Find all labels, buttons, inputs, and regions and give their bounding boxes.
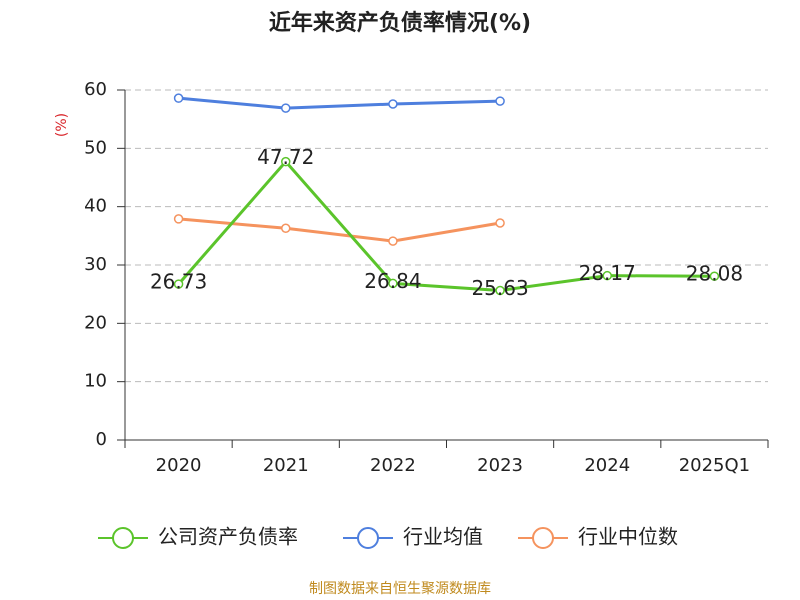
point [495,218,505,228]
x-tick-label: 2024 [584,455,630,476]
series-line [178,96,501,110]
point [173,279,184,289]
legend-label: 行业中位数 [578,525,678,549]
legend-marker [357,527,379,549]
data-label: 26.73 [150,270,207,294]
y-axis-label: (%) [54,113,70,137]
data-label: 25.63 [471,276,528,300]
y-tick-label: 20 [84,312,107,333]
y-tick-label: 50 [84,137,107,158]
series-line [177,159,715,292]
chart-title: 近年来资产负债率情况(%) [269,10,531,36]
x-tick-label: 2020 [156,455,202,476]
x-tick-label: 2025Q1 [679,455,750,476]
point [281,103,291,113]
point [281,156,291,167]
x-tick-label: 2023 [477,455,523,476]
point [388,278,398,289]
data-label: 28.17 [579,261,636,285]
point [709,271,720,281]
point [173,93,184,103]
legend-label: 行业均值 [403,525,483,549]
legend-marker [532,527,554,549]
point [173,214,184,224]
y-tick-label: 30 [84,254,107,275]
point [388,236,398,246]
data-label: 26.84 [364,269,421,293]
y-tick-label: 0 [96,429,107,450]
y-tick-label: 60 [84,79,107,100]
x-tick-label: 2021 [263,455,309,476]
point [495,285,505,296]
legend-marker [112,527,134,549]
point [495,96,505,106]
point [388,99,398,109]
legend-label: 公司资产负债率 [158,525,298,549]
x-tick-label: 2022 [370,455,416,476]
point [281,223,291,233]
y-tick-label: 10 [84,371,107,392]
y-tick-label: 40 [84,196,107,217]
data-label: 47.72 [257,145,314,169]
point [602,270,612,281]
source-note: 制图数据来自恒生聚源数据库 [309,581,491,597]
data-label: 28.08 [686,262,743,286]
